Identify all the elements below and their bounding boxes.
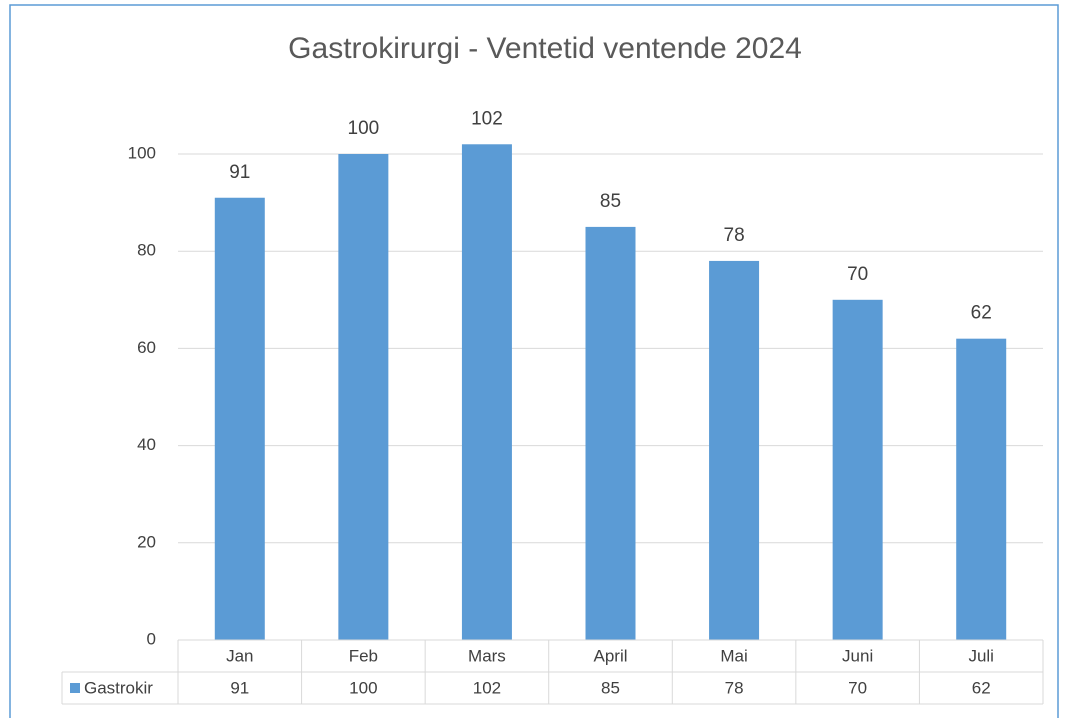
x-tick-label: Juli [968, 646, 994, 665]
y-tick-label: 40 [137, 435, 156, 454]
bar [709, 260, 760, 640]
x-tick-label: Juni [842, 646, 873, 665]
bar [832, 299, 883, 640]
y-tick-label: 100 [128, 143, 156, 162]
data-label: 70 [847, 264, 868, 285]
bar [956, 338, 1007, 640]
y-tick-label: 20 [137, 532, 156, 551]
x-tick-label: Feb [349, 646, 378, 665]
x-tick-label: Mai [720, 646, 747, 665]
bar [338, 154, 389, 640]
y-tick-label: 0 [147, 629, 156, 648]
table-value: 91 [230, 678, 249, 697]
table-value: 100 [349, 678, 377, 697]
table-value: 78 [725, 678, 744, 697]
legend-key [70, 683, 80, 693]
table-value: 70 [848, 678, 867, 697]
data-label: 102 [471, 108, 503, 129]
x-tick-label: Mars [468, 646, 506, 665]
y-tick-label: 80 [137, 241, 156, 260]
table-value: 85 [601, 678, 620, 697]
chart-title: Gastrokirurgi - Ventetid ventende 2024 [288, 32, 802, 65]
data-label: 85 [600, 191, 621, 212]
table-value: 62 [972, 678, 991, 697]
bar [585, 226, 636, 640]
data-label: 91 [229, 162, 250, 183]
data-label: 78 [724, 225, 745, 246]
x-tick-label: April [593, 646, 627, 665]
legend-label: Gastrokir [84, 678, 153, 697]
bar [214, 197, 265, 641]
data-label: 100 [348, 118, 380, 139]
table-value: 102 [473, 678, 501, 697]
bar [461, 144, 512, 640]
y-tick-label: 60 [137, 338, 156, 357]
data-label: 62 [971, 303, 992, 324]
x-tick-label: Jan [226, 646, 253, 665]
chart-border [9, 4, 1059, 718]
